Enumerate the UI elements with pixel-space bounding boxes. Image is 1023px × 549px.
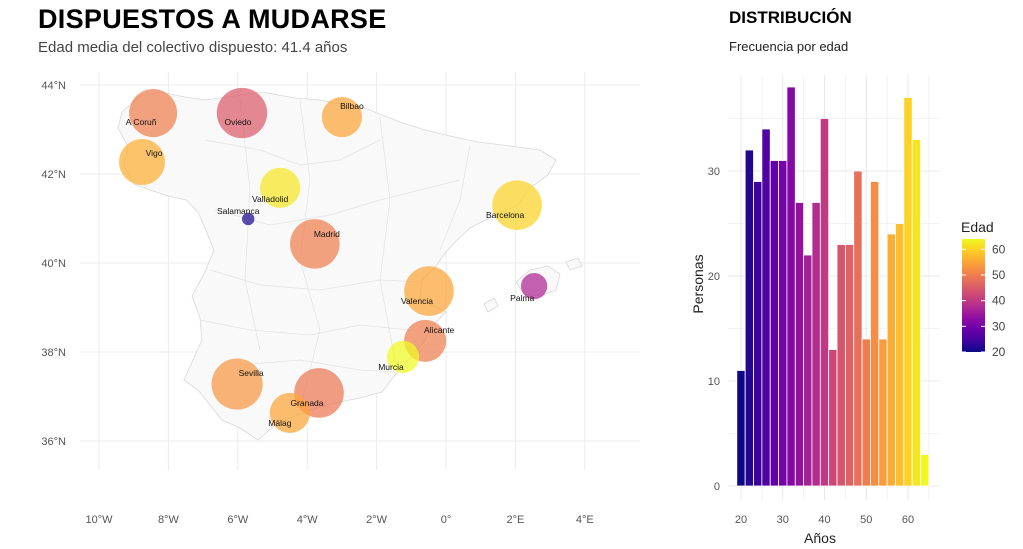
legend-tick-label: 50	[992, 268, 1006, 282]
map-y-tick-label: 44°N	[41, 80, 66, 92]
city-bubble	[260, 167, 301, 208]
map-y-tick-label: 42°N	[41, 169, 66, 181]
histogram-bar	[911, 139, 921, 487]
map-title: DISPUESTOS A MUDARSE	[38, 4, 387, 34]
histogram-bar	[811, 202, 821, 487]
city-label: Bilbao	[340, 101, 364, 111]
city-bubble	[386, 340, 420, 374]
map-x-tick-label: 2°W	[366, 514, 388, 526]
histogram-bar	[844, 244, 855, 487]
city-label: Oviedo	[224, 117, 251, 127]
histogram-y-tick-label: 10	[708, 376, 720, 388]
map-x-tick-label: 4°W	[297, 514, 319, 526]
histogram-title: DISTRIBUCIÓN	[729, 8, 852, 27]
city-label: Valladolid	[252, 194, 289, 204]
city-label: Murcia	[378, 362, 404, 372]
city-bubble	[321, 96, 362, 138]
histogram-bar	[886, 233, 896, 487]
histogram-x-tick-label: 60	[902, 514, 914, 526]
histogram-bar	[895, 223, 905, 487]
legend-title: Edad	[961, 219, 994, 235]
map-x-tick-label: 10°W	[85, 514, 113, 526]
map-y-tick-label: 36°N	[41, 436, 66, 448]
city-label: A Coruñ	[126, 117, 157, 127]
histogram-bar	[744, 149, 754, 487]
city-label: Valencia	[401, 296, 433, 306]
city-bubble	[290, 219, 340, 269]
histogram-bar	[819, 118, 830, 487]
map-points: A Coruñ Oviedo Bilbao Vigo Valladolid Salaman…	[119, 87, 548, 434]
city-bubble	[269, 392, 310, 434]
city-label: Alicante	[424, 325, 455, 335]
histogram-bar	[794, 202, 805, 487]
city-bubble	[242, 212, 255, 226]
histogram-bar	[853, 170, 863, 487]
spain-map	[117, 91, 583, 441]
peninsula-outline	[117, 91, 557, 441]
histogram-bar	[786, 86, 796, 487]
menorca-outline	[565, 257, 583, 271]
histogram-y-tick-label: 0	[714, 481, 720, 493]
histogram-x-tick-label: 20	[735, 514, 747, 526]
map-y-tick-label: 40°N	[41, 258, 66, 270]
city-bubble	[492, 180, 542, 230]
city-bubble	[520, 272, 548, 300]
map-x-tick-label: 6°W	[227, 514, 249, 526]
city-label: Granada	[290, 398, 323, 408]
histogram-bar	[803, 254, 813, 487]
legend-tick-label: 30	[992, 319, 1006, 333]
histogram-bar	[836, 244, 846, 487]
histogram-axes: 0 10 20 30 20 30 40 50 60	[708, 166, 914, 526]
city-label: Palma	[510, 293, 534, 303]
histogram-bar	[778, 160, 788, 487]
city-bubble	[211, 358, 263, 410]
histogram-bar	[861, 338, 871, 487]
histogram-x-tick-label: 30	[777, 514, 789, 526]
histogram-bar	[903, 97, 913, 487]
legend-tick-label: 60	[992, 242, 1006, 256]
histogram-bar	[736, 370, 746, 487]
city-bubble	[404, 266, 454, 316]
city-bubble	[129, 89, 178, 138]
legend-tick-label: 20	[992, 345, 1006, 359]
map-axes: 10°W 8°W 6°W 4°W 2°W 0° 2°E 4°E 36°N 38°N 40°N 42°N…	[41, 80, 593, 526]
city-bubble	[119, 138, 166, 185]
histogram-bars	[736, 86, 930, 487]
map-x-tick-label: 4°E	[576, 514, 594, 526]
map-y-tick-label: 38°N	[41, 347, 66, 359]
histogram-subtitle: Frecuencia por edad	[729, 39, 849, 54]
histogram-x-tick-label: 40	[818, 514, 830, 526]
map-x-tick-label: 8°W	[158, 514, 180, 526]
region-borders	[199, 99, 471, 411]
city-label: Málag	[268, 418, 291, 428]
histogram-y-tick-label: 30	[708, 166, 720, 178]
histogram-bar	[761, 128, 771, 487]
city-label: Sevilla	[239, 368, 264, 378]
city-label: Vigo	[146, 148, 163, 158]
city-label: Salamanca	[217, 206, 260, 216]
histogram-y-tick-label: 20	[708, 271, 720, 283]
map-x-tick-label: 2°E	[506, 514, 524, 526]
color-legend: Edad 20 30 40 50 60	[961, 219, 1006, 359]
map-subtitle: Edad media del colectivo dispuesto: 41.4…	[38, 39, 348, 56]
histogram-bar	[870, 181, 880, 487]
legend-colorbar	[962, 239, 985, 352]
histogram-y-label: Personas	[690, 254, 706, 313]
histogram-bar	[920, 454, 930, 487]
city-bubble	[216, 87, 268, 139]
histogram-x-label: Años	[804, 530, 836, 546]
map-x-tick-label: 0°	[441, 514, 452, 526]
ibiza-outline	[483, 297, 499, 313]
histogram-bar	[753, 181, 763, 487]
city-label: Barcelona	[486, 210, 525, 220]
histogram-bar	[828, 349, 838, 487]
city-label: Madrid	[314, 229, 340, 239]
legend-tick-label: 40	[992, 294, 1006, 308]
histogram-bar	[769, 160, 779, 487]
histogram-x-tick-label: 50	[860, 514, 872, 526]
histogram-bar	[878, 338, 888, 487]
